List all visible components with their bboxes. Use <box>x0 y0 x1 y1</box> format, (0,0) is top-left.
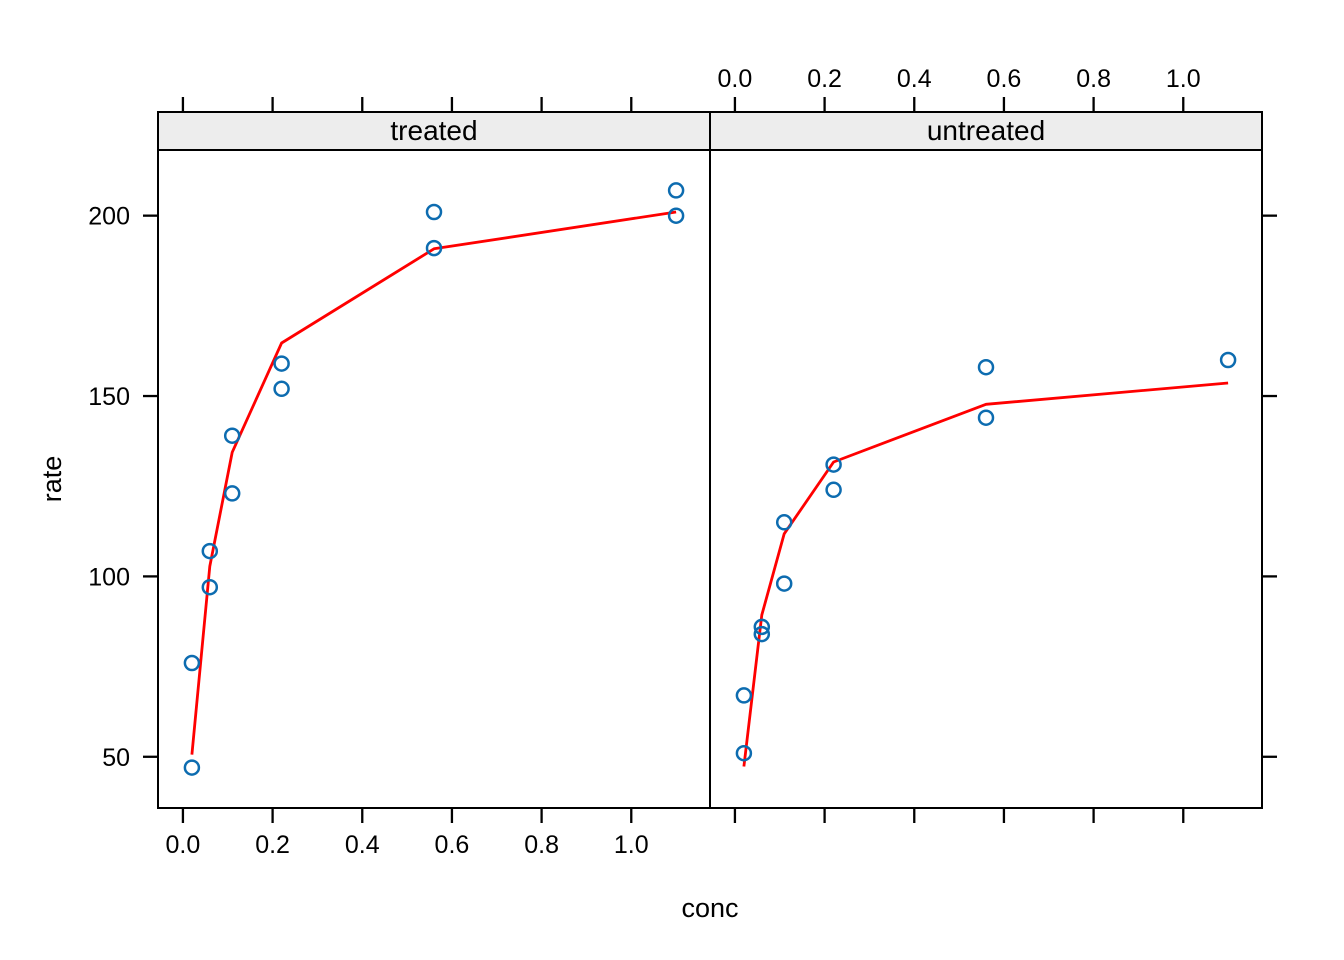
x-axis-tick-label-top: 0.4 <box>897 65 932 93</box>
data-point <box>775 575 793 592</box>
fit-line <box>190 210 677 755</box>
data-point <box>735 744 753 762</box>
x-axis-tick-label-bottom: 0.6 <box>435 831 470 859</box>
panel-strip <box>157 111 711 151</box>
data-point <box>825 481 842 499</box>
x-axis-tick-label-top: 0.8 <box>1076 65 1111 93</box>
data-point <box>201 578 219 596</box>
data-point <box>273 380 290 398</box>
data-point <box>753 625 771 643</box>
x-axis-tick-label-bottom: 1.0 <box>614 831 649 859</box>
data-point <box>201 542 219 560</box>
panel-border <box>157 149 711 809</box>
data-point <box>667 182 685 199</box>
x-axis-tick-label-bottom: 0.4 <box>345 831 380 859</box>
data-point <box>775 514 793 531</box>
x-axis-tick-label-top: 0.2 <box>807 65 842 93</box>
x-axis-tick-label-top: 0.0 <box>718 65 753 93</box>
data-point <box>735 687 753 704</box>
data-point <box>825 456 842 473</box>
x-axis-tick-label-top: 1.0 <box>1166 65 1201 93</box>
y-axis-tick-label: 150 <box>88 383 130 411</box>
panel-border <box>709 149 1263 809</box>
data-point <box>273 355 290 372</box>
data-point <box>425 239 443 257</box>
x-axis-tick-label-bottom: 0.2 <box>255 831 290 859</box>
x-axis-tick-label-bottom: 0.8 <box>524 831 559 859</box>
data-point <box>223 427 241 444</box>
data-point <box>223 485 241 502</box>
data-point <box>753 618 771 636</box>
data-point <box>183 654 201 672</box>
y-axis-tick-label: 50 <box>102 744 130 772</box>
x-axis-tick-label-top: 0.6 <box>987 65 1022 93</box>
panel-strip <box>709 111 1263 151</box>
y-axis-tick-label: 200 <box>88 203 130 231</box>
data-point <box>425 203 443 221</box>
data-point <box>1219 351 1237 369</box>
y-axis-tick-label: 100 <box>88 563 130 591</box>
data-point <box>667 207 685 224</box>
data-point <box>977 409 995 426</box>
data-point <box>183 759 201 776</box>
data-point <box>977 358 995 376</box>
x-axis-tick-label-bottom: 0.0 <box>166 831 201 859</box>
